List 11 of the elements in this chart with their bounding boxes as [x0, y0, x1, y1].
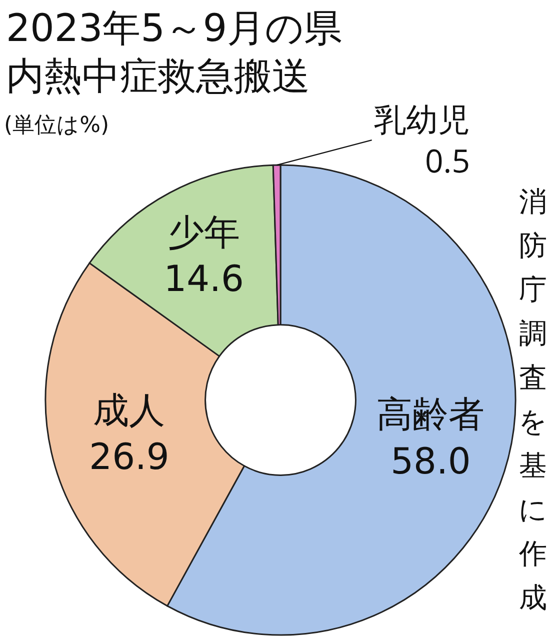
chart-title: 2023年5～9月の県内熱中症救急搬送 — [6, 6, 342, 98]
data-label: 14.6 — [164, 259, 244, 300]
data-label: 26.9 — [89, 437, 170, 478]
slice-label: 高齢者 — [376, 394, 485, 436]
data-label: 0.5 — [425, 140, 470, 183]
slice-label: 乳幼児 — [374, 98, 470, 141]
slice-label: 少年 — [168, 212, 240, 254]
text: 消防庁調査を基に作成 — [518, 185, 548, 614]
slice-label: 成人 — [93, 390, 166, 432]
chart-subtitle: (単位は%) — [4, 112, 110, 140]
data-label: 58.0 — [390, 441, 471, 482]
